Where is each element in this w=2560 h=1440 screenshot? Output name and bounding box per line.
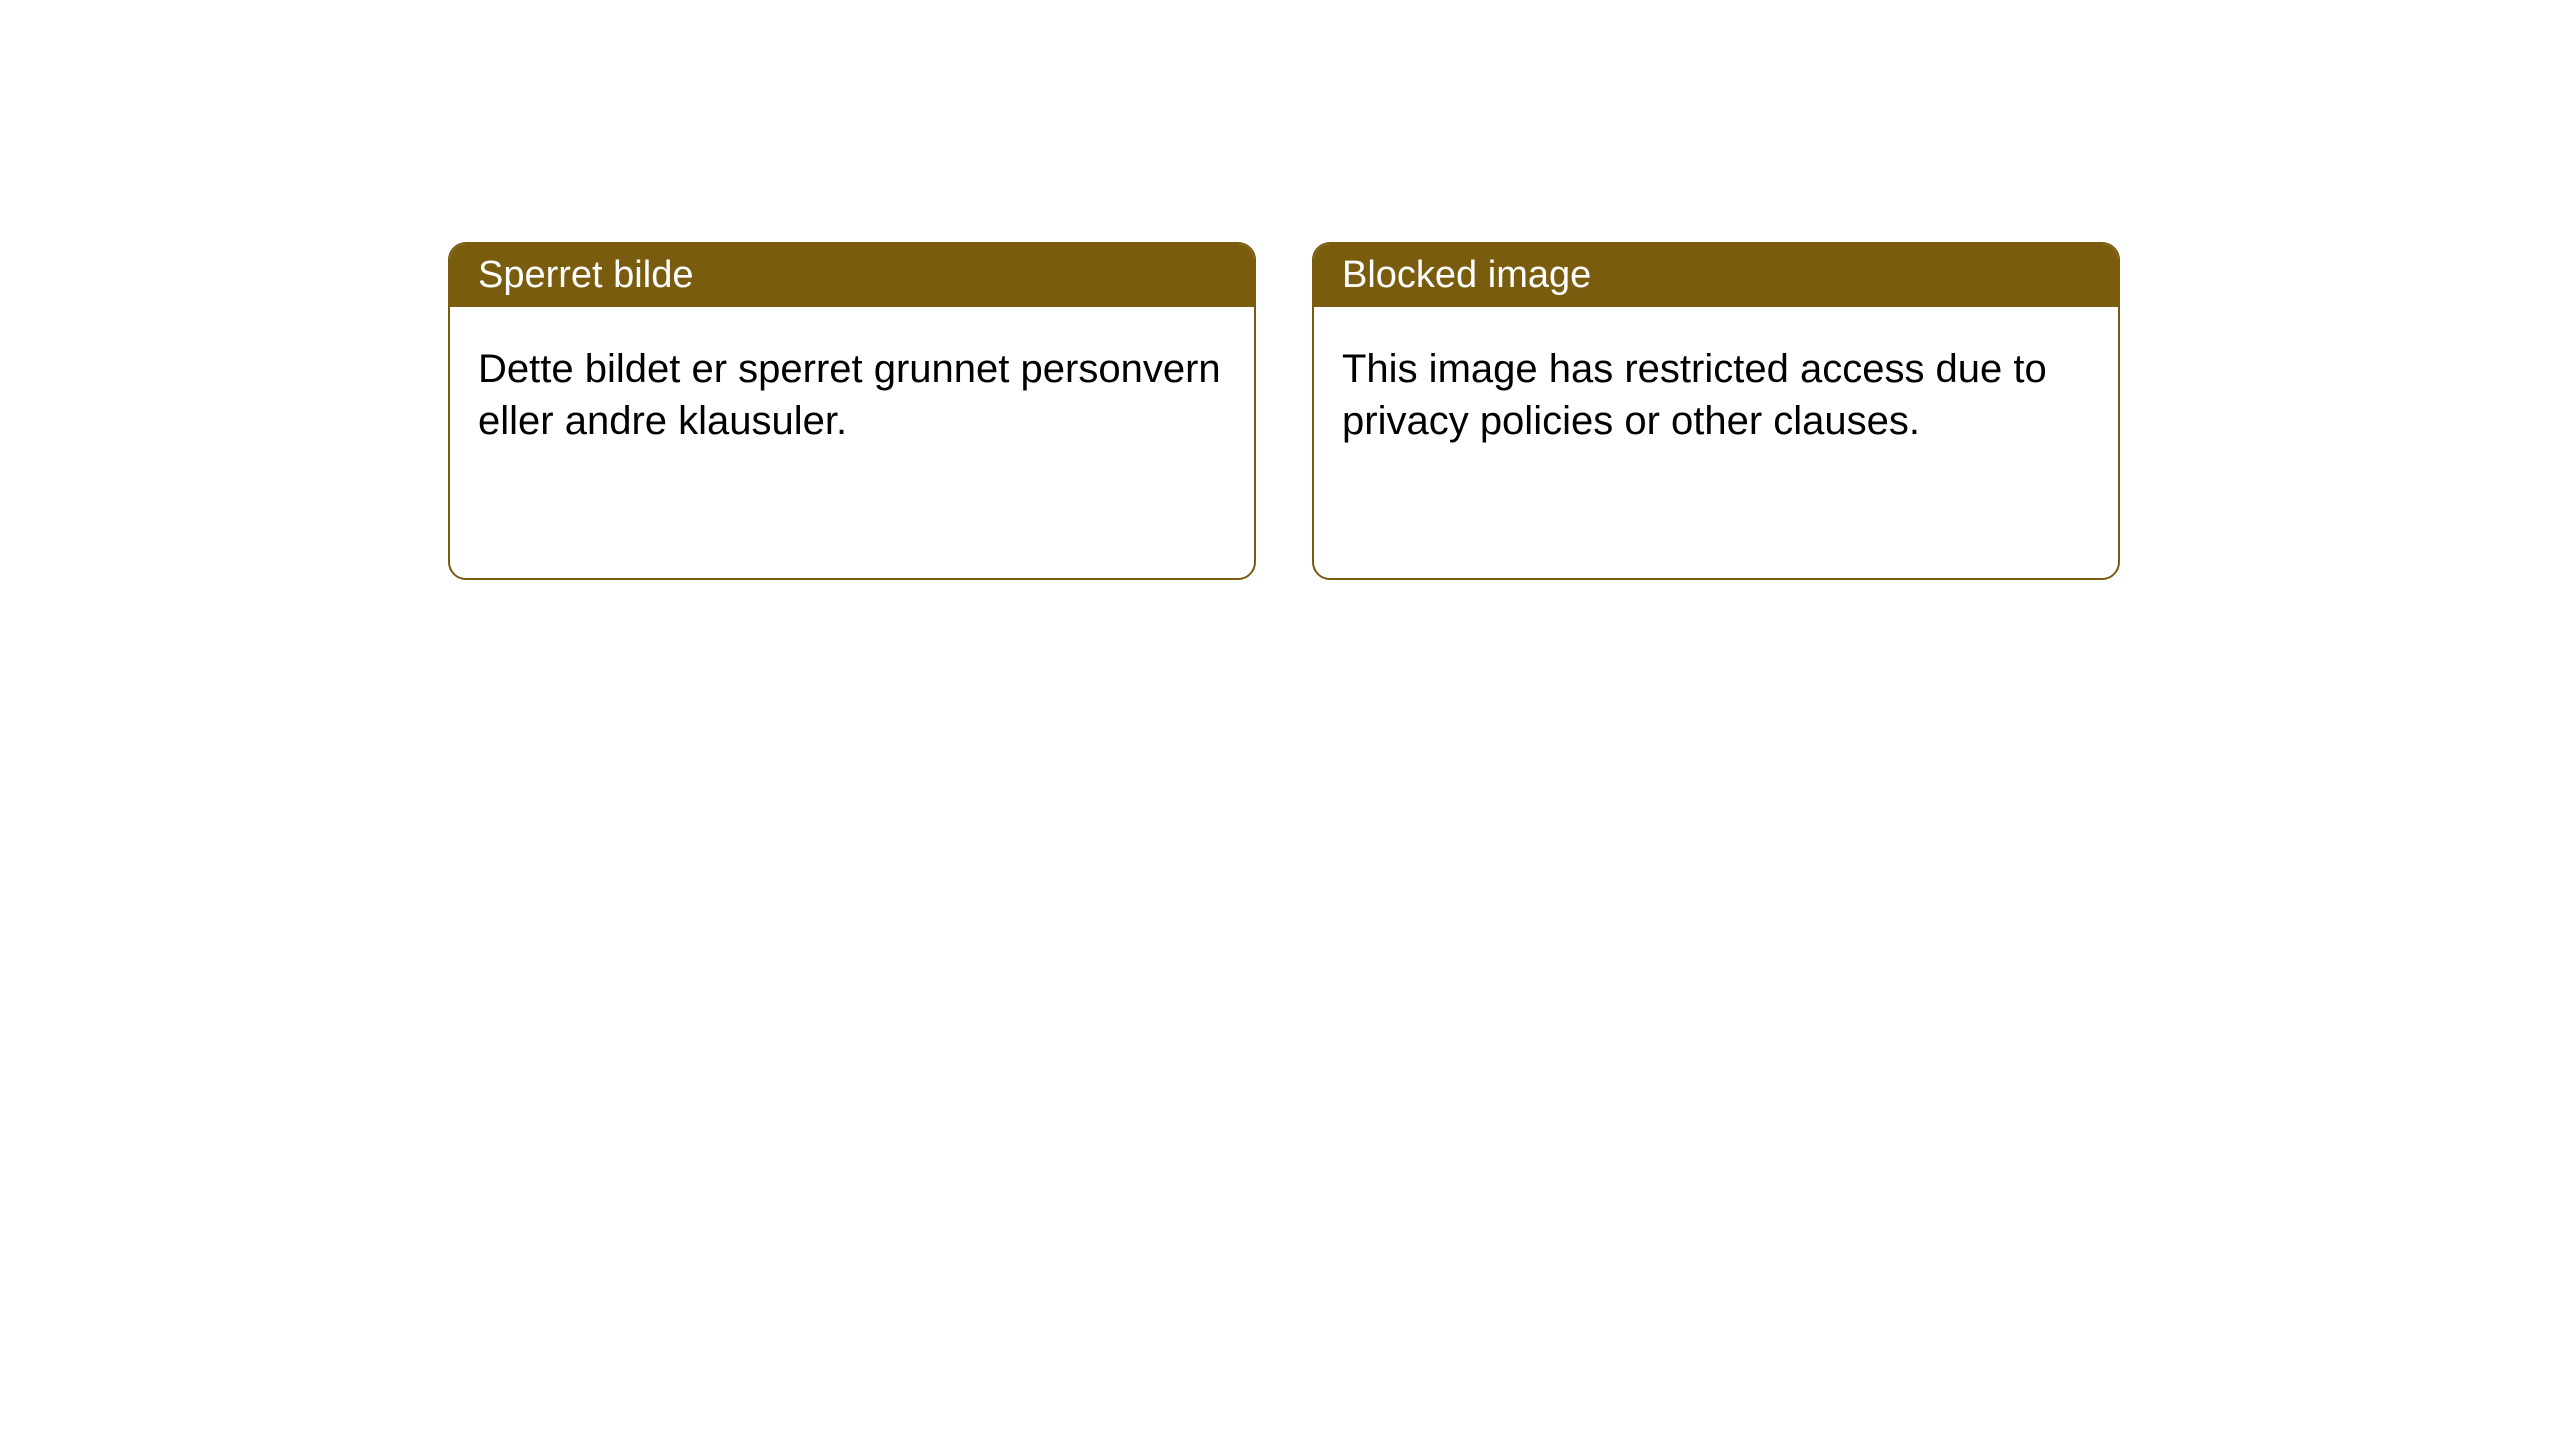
notice-card-body: Dette bildet er sperret grunnet personve… xyxy=(450,307,1254,483)
notice-card-title: Sperret bilde xyxy=(450,244,1254,307)
notice-card-norwegian: Sperret bilde Dette bildet er sperret gr… xyxy=(448,242,1256,580)
notice-card-body: This image has restricted access due to … xyxy=(1314,307,2118,483)
notice-card-title: Blocked image xyxy=(1314,244,2118,307)
notice-card-english: Blocked image This image has restricted … xyxy=(1312,242,2120,580)
notice-cards-container: Sperret bilde Dette bildet er sperret gr… xyxy=(0,0,2560,580)
